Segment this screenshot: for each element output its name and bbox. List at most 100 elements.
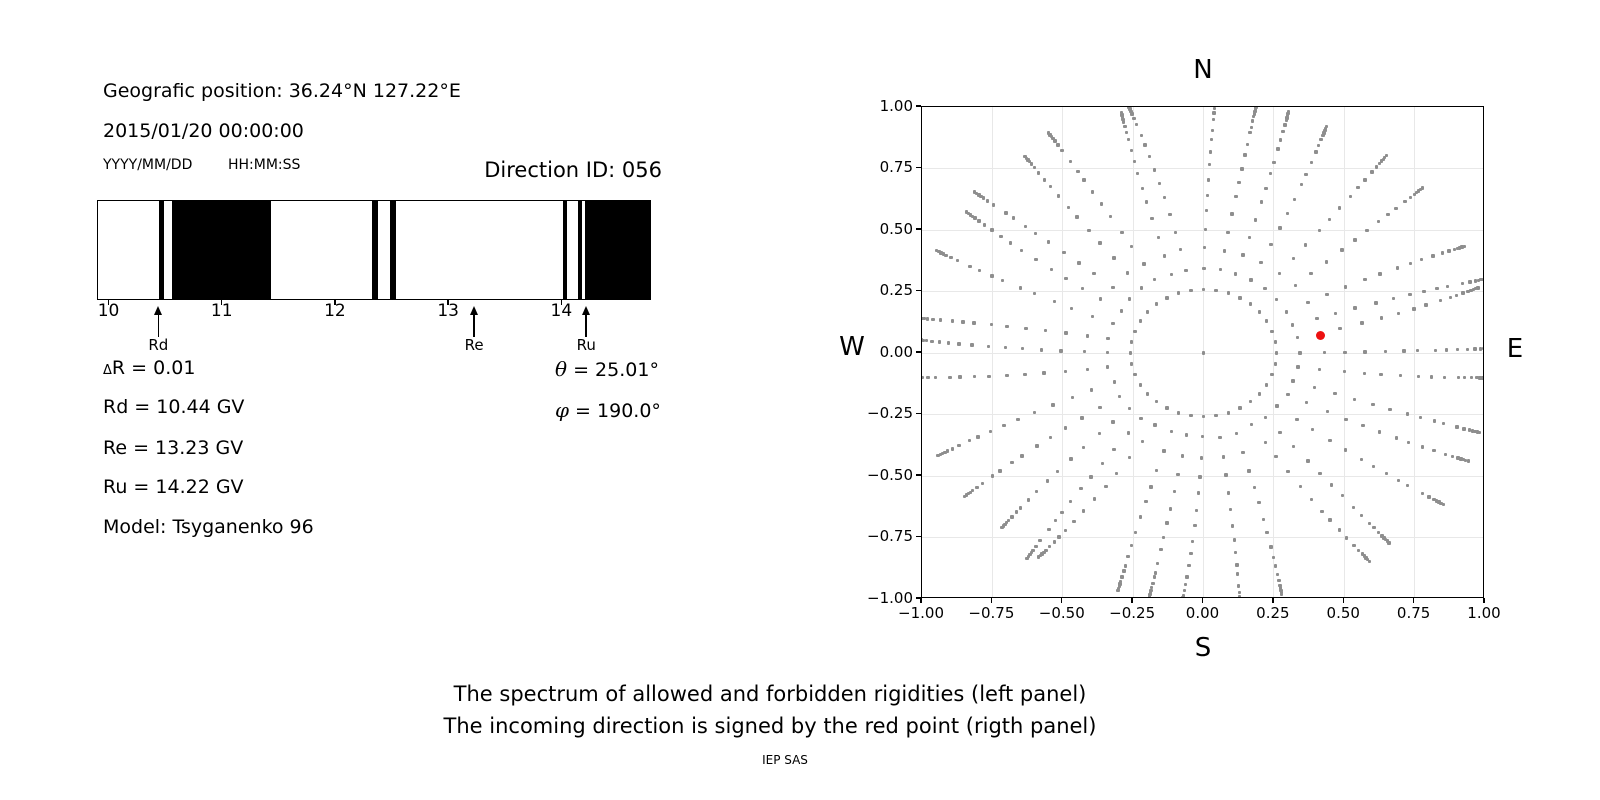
grid-point <box>1295 417 1299 422</box>
grid-point <box>1309 160 1314 165</box>
grid-point <box>943 450 947 455</box>
grid-point <box>1006 518 1011 523</box>
grid-point <box>1422 289 1426 294</box>
forbidden-band <box>159 201 164 299</box>
grid-point <box>1379 316 1384 320</box>
grid-point <box>1479 278 1483 282</box>
grid-point <box>1060 148 1064 153</box>
grid-point <box>1455 425 1459 429</box>
grid-point <box>1257 310 1262 314</box>
grid-point <box>988 429 993 434</box>
grid-point <box>1398 373 1403 378</box>
grid-point <box>1165 296 1169 300</box>
compass-east-label: E <box>1506 334 1524 364</box>
grid-point <box>1140 439 1145 444</box>
grid-point <box>1367 559 1372 563</box>
grid-point <box>1034 257 1038 262</box>
grid-point <box>957 342 961 346</box>
y-tick-label: −0.75 <box>867 527 913 545</box>
grid-point <box>1142 262 1146 266</box>
grid-point <box>1082 350 1087 354</box>
grid-point <box>1310 427 1315 432</box>
grid-point <box>1416 189 1421 193</box>
grid-point <box>1359 513 1364 517</box>
grid-point <box>1195 508 1199 512</box>
grid-point <box>1323 129 1327 133</box>
grid-point <box>1176 411 1181 415</box>
grid-point <box>1026 498 1031 502</box>
grid-point <box>1045 479 1050 483</box>
grid-point <box>968 264 972 268</box>
grid-point <box>1408 261 1412 266</box>
grid-point <box>1139 286 1144 290</box>
grid-point <box>1469 288 1473 293</box>
grid-point <box>1144 499 1148 504</box>
grid-point <box>1357 548 1361 553</box>
grid-point <box>922 316 927 321</box>
grid-point <box>1120 113 1124 117</box>
grid-point <box>1027 160 1032 164</box>
y-tick-mark <box>916 412 921 415</box>
ru-arrow <box>582 306 591 337</box>
grid-point <box>1129 109 1133 113</box>
y-tick-label: 0.25 <box>879 281 913 299</box>
grid-point <box>1379 372 1383 377</box>
grid-point <box>1333 311 1338 315</box>
grid-point <box>1325 410 1330 414</box>
grid-point <box>937 340 941 344</box>
grid-point <box>1034 231 1038 236</box>
grid-point <box>1063 369 1068 373</box>
grid-point <box>1394 436 1399 440</box>
grid-point <box>1279 590 1284 595</box>
grid-point <box>1471 287 1476 292</box>
grid-point <box>1046 240 1051 244</box>
grid-point <box>1127 406 1132 411</box>
grid-point <box>931 317 935 322</box>
spectrum-tick-mark <box>447 300 449 305</box>
grid-point <box>1259 200 1264 204</box>
grid-point <box>968 439 972 443</box>
grid-point <box>1362 554 1367 558</box>
grid-point <box>1299 182 1304 187</box>
x-tick-mark <box>1412 598 1415 603</box>
grid-point <box>1253 107 1258 112</box>
grid-point <box>1460 245 1464 249</box>
grid-point <box>1367 521 1372 526</box>
grid-point <box>1272 160 1276 165</box>
grid-point <box>1286 392 1290 397</box>
forbidden-band <box>372 201 378 299</box>
grid-point <box>961 320 965 324</box>
grid-point <box>1249 278 1253 282</box>
grid-point <box>1023 224 1028 229</box>
grid-point <box>1318 367 1322 371</box>
gridline <box>922 168 1483 169</box>
grid-point <box>1130 244 1134 249</box>
grid-point <box>1321 133 1325 138</box>
grid-point <box>1205 193 1209 198</box>
grid-point <box>1478 376 1482 380</box>
grid-point <box>1011 216 1015 220</box>
grid-point <box>1118 579 1123 584</box>
grid-point <box>1214 288 1218 292</box>
grid-point <box>1304 172 1308 176</box>
grid-point <box>1274 351 1279 355</box>
grid-point <box>1447 249 1451 253</box>
grid-point <box>1098 297 1103 301</box>
spectrum-tick-label: 10 <box>97 301 120 321</box>
grid-point <box>1252 114 1256 119</box>
grid-point <box>1037 555 1041 559</box>
grid-point <box>949 255 953 260</box>
grid-point <box>1466 289 1470 294</box>
grid-point <box>1387 541 1391 545</box>
grid-point <box>1168 507 1173 511</box>
grid-point <box>1126 106 1129 107</box>
grid-point <box>1240 167 1244 171</box>
grid-point <box>1189 551 1193 556</box>
grid-point <box>1443 452 1448 456</box>
grid-point <box>1222 249 1226 253</box>
grid-point <box>1464 458 1468 462</box>
compass-south-label: S <box>1194 633 1212 663</box>
grid-point <box>1202 246 1207 250</box>
gridline <box>1132 107 1134 597</box>
